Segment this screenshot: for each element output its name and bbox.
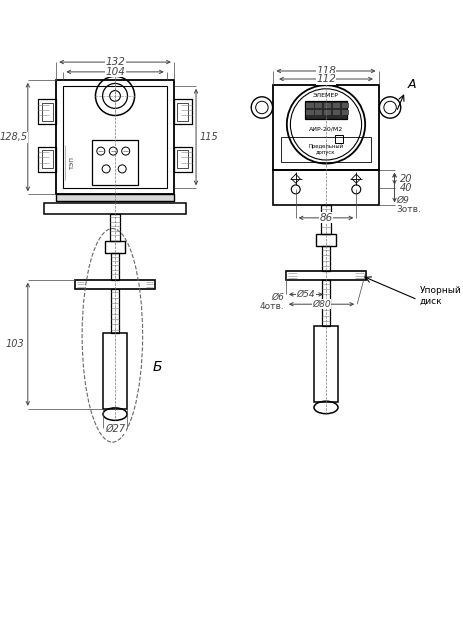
Text: 3отв.: 3отв. xyxy=(396,205,421,214)
Bar xyxy=(314,327,338,402)
Bar xyxy=(44,203,186,214)
Text: 86: 86 xyxy=(319,213,332,223)
Bar xyxy=(177,150,188,168)
Bar xyxy=(38,147,56,171)
Text: 115: 115 xyxy=(199,132,218,142)
Bar xyxy=(63,86,167,188)
Bar xyxy=(56,194,174,202)
Text: АИР-20/М2: АИР-20/М2 xyxy=(309,126,343,131)
Bar xyxy=(111,253,119,279)
Bar xyxy=(321,247,331,271)
Text: 128,5: 128,5 xyxy=(0,132,28,142)
Text: 103: 103 xyxy=(6,339,25,349)
Bar xyxy=(42,103,53,121)
Bar xyxy=(342,110,349,115)
Bar xyxy=(111,289,119,333)
Bar xyxy=(307,110,313,115)
Bar xyxy=(110,214,120,241)
Text: Ø80: Ø80 xyxy=(312,299,331,308)
Bar xyxy=(42,150,53,168)
Bar xyxy=(316,234,336,247)
Bar xyxy=(177,103,188,121)
Bar xyxy=(174,147,192,171)
Bar xyxy=(307,103,313,108)
Bar xyxy=(105,241,125,253)
Text: 118: 118 xyxy=(316,66,336,76)
Text: 132: 132 xyxy=(105,57,125,67)
Text: 4отв.: 4отв. xyxy=(259,303,284,311)
Bar xyxy=(103,333,127,409)
Bar xyxy=(324,110,332,115)
Text: Упорный
диск: Упорный диск xyxy=(419,287,461,306)
Bar xyxy=(342,103,349,108)
Text: A: A xyxy=(408,78,417,91)
Text: Предельный
допуск: Предельный допуск xyxy=(308,144,344,155)
Bar xyxy=(56,80,174,194)
Bar xyxy=(174,99,192,124)
Bar xyxy=(335,135,343,143)
Bar xyxy=(333,110,340,115)
Bar xyxy=(321,280,331,327)
Text: 112: 112 xyxy=(316,74,336,84)
Bar xyxy=(281,137,371,162)
Bar xyxy=(274,85,379,170)
Text: ЭЛЕМЕР: ЭЛЕМЕР xyxy=(313,93,339,99)
Bar xyxy=(324,103,332,108)
Bar xyxy=(274,170,379,205)
Bar xyxy=(315,110,322,115)
Text: ТЭП: ТЭП xyxy=(70,156,75,169)
Text: Ø27: Ø27 xyxy=(105,423,125,433)
Text: 40: 40 xyxy=(400,183,413,193)
Text: Б: Б xyxy=(153,359,163,374)
Bar xyxy=(315,103,322,108)
Bar xyxy=(305,101,347,119)
Text: Ø9: Ø9 xyxy=(396,196,409,205)
Bar xyxy=(75,279,155,289)
Bar xyxy=(38,99,56,124)
Text: Ø6: Ø6 xyxy=(271,292,284,301)
Bar xyxy=(92,140,138,185)
Text: 20: 20 xyxy=(400,174,413,184)
Text: 104: 104 xyxy=(105,67,125,77)
Bar xyxy=(333,103,340,108)
Bar xyxy=(321,205,332,234)
Bar xyxy=(286,271,366,280)
Text: Ø54: Ø54 xyxy=(297,290,315,299)
